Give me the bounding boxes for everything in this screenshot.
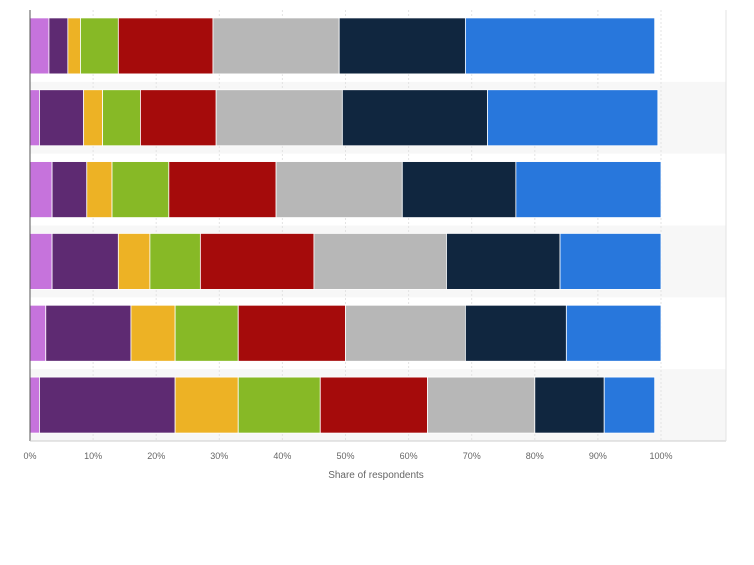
bar-segment-row1-series6: [212, 17, 340, 75]
bar-segment-row2-series4: [102, 89, 141, 147]
bar-segment-row2-series7: [341, 89, 488, 147]
bar-segment-row5-series6: [345, 304, 466, 362]
bar-segment-row4-series3: [117, 233, 151, 290]
bar-segment-row2-series6: [215, 89, 343, 147]
x-tick-label: 60%: [400, 451, 418, 461]
bar-segment-row5-series7: [464, 304, 567, 362]
bar-segment-row2-series5: [140, 89, 217, 147]
bar-segment-row4-series8: [559, 233, 662, 290]
bar-segment-row4-series5: [199, 233, 315, 290]
bar-segment-row5-series2: [45, 304, 132, 362]
bar-segment-row5-series3: [130, 304, 176, 362]
bar-segment-row4-series7: [446, 233, 561, 290]
bar-segment-row4-series1: [29, 233, 53, 290]
bar-segment-row5-series8: [565, 304, 662, 362]
bar-segment-row6-series1: [29, 376, 40, 434]
bar-segment-row6-series2: [39, 376, 176, 434]
bar-segment-row6-series8: [603, 376, 656, 434]
bar-segment-row3-series3: [86, 161, 113, 218]
axes: [29, 10, 727, 442]
bar-segment-row3-series2: [51, 161, 88, 218]
bar-segment-row2-series2: [39, 89, 85, 147]
x-tick-label: 100%: [649, 451, 672, 461]
x-tick-label: 70%: [463, 451, 481, 461]
x-axis-label: Share of respondents: [328, 470, 424, 481]
bar-segment-row1-series8: [464, 17, 656, 75]
bar-segment-row5-series4: [174, 304, 239, 362]
x-tick-label: 30%: [210, 451, 228, 461]
bar-segment-row4-series6: [313, 233, 447, 290]
bar-segment-row3-series8: [515, 161, 662, 218]
bar-segment-row3-series1: [29, 161, 53, 218]
x-tick-label: 90%: [589, 451, 607, 461]
bars: [29, 17, 662, 434]
x-tick-labels: 0% 10% 20% 30% 40% 50% 60% 70% 80% 90% 100%: [23, 451, 672, 461]
bar-segment-row2-series8: [487, 89, 659, 147]
bar-segment-row3-series7: [401, 161, 517, 218]
x-tick-label: 10%: [84, 451, 102, 461]
bar-segment-row6-series4: [237, 376, 321, 434]
bar-segment-row6-series5: [319, 376, 428, 434]
bar-segment-row5-series5: [237, 304, 346, 362]
bar-segment-row4-series4: [149, 233, 201, 290]
bar-segment-row6-series3: [174, 376, 239, 434]
bar-segment-row6-series7: [534, 376, 605, 434]
x-tick-label: 80%: [526, 451, 544, 461]
bar-segment-row1-series2: [48, 17, 69, 75]
bar-segment-row2-series1: [29, 89, 40, 147]
bar-segment-row3-series5: [168, 161, 277, 218]
bar-segment-row1-series1: [29, 17, 50, 75]
bar-segment-row1-series5: [117, 17, 214, 75]
x-tick-label: 0%: [23, 451, 36, 461]
bar-segment-row3-series6: [275, 161, 403, 218]
bar-segment-row1-series4: [80, 17, 119, 75]
x-tick-label: 50%: [336, 451, 354, 461]
bar-segment-row3-series4: [111, 161, 170, 218]
x-tick-label: 20%: [147, 451, 165, 461]
bar-segment-row4-series2: [51, 233, 119, 290]
bar-segment-row2-series3: [83, 89, 103, 147]
bar-segment-row1-series3: [67, 17, 81, 75]
bar-segment-row5-series1: [29, 304, 47, 362]
bar-segment-row1-series7: [338, 17, 466, 75]
bar-segment-row6-series6: [427, 376, 536, 434]
x-tick-label: 40%: [273, 451, 291, 461]
